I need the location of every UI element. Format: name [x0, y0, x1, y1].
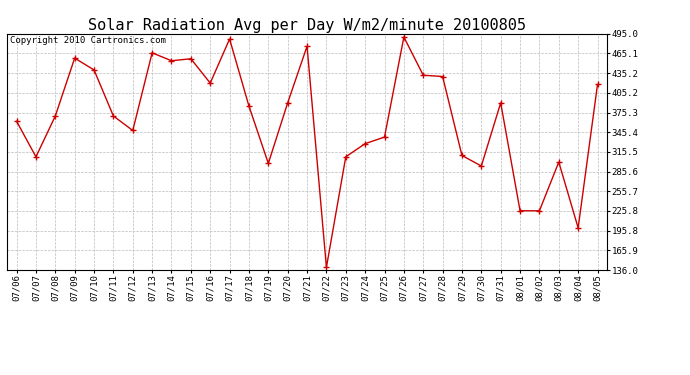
Title: Solar Radiation Avg per Day W/m2/minute 20100805: Solar Radiation Avg per Day W/m2/minute …: [88, 18, 526, 33]
Text: Copyright 2010 Cartronics.com: Copyright 2010 Cartronics.com: [10, 36, 166, 45]
